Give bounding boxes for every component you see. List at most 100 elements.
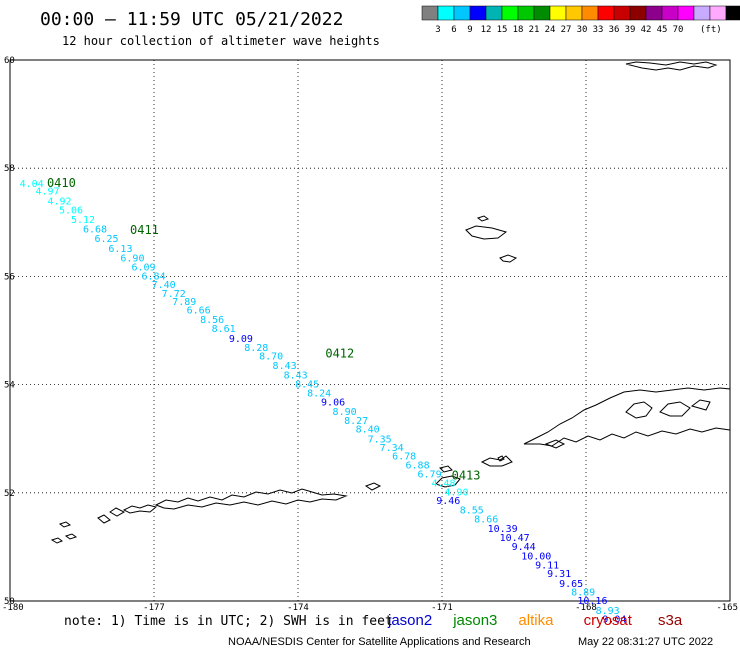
color-legend-labels: 3 6 9 12 15 18 21 24 27 30 33 36 39 42 45 70 (ft) [435,25,721,35]
satellite-name: cryosat [584,612,633,629]
swh-value: 7.40 [152,280,176,291]
legend-label: 70 [673,25,684,35]
swh-value: 8.55 [460,505,484,516]
legend-label: 45 [657,25,668,35]
legend-label: 21 [529,25,540,35]
swh-value: 9.46 [436,496,460,507]
legend-label: 27 [561,25,572,35]
legend-label: 12 [481,25,492,35]
swh-value: 10.47 [500,533,530,544]
legend-label: 36 [609,25,620,35]
swh-value: 8.43 [284,371,308,382]
legend-label: 9 [467,25,472,35]
track-label: 0413 [452,468,481,482]
swh-value: 9.31 [547,569,571,580]
swh-value: 6.88 [406,460,430,471]
swh-value: 6.78 [392,451,416,462]
longitude-label: -165 [716,603,738,613]
legend-label: 6 [451,25,456,35]
longitude-label: -180 [2,603,24,613]
swh-value: 9.65 [559,579,583,590]
swh-value: 8.27 [344,416,368,427]
satellite-name: jason2 [387,612,432,629]
satellite-legend: jason2 jason3 altika cryosat s3a [387,612,683,629]
swh-value: 6.13 [108,244,132,255]
swh-values: 4.044.974.925.065.126.686.256.136.906.09… [20,179,627,626]
legend-label: 33 [593,25,604,35]
legend-swatch [501,5,519,21]
legend-swatch [581,5,599,21]
longitude-label: -177 [143,603,165,613]
legend-swatch [661,5,679,21]
legend-swatch [485,5,503,21]
satellite-name: s3a [658,612,683,629]
longitude-labels: -180 -177 -174 -171 -168 -165 [2,603,738,613]
legend-swatch [421,5,439,21]
legend-label: 42 [641,25,652,35]
longitude-label: -171 [431,603,453,613]
swh-value: 10.39 [488,524,518,535]
legend-swatch [565,5,583,21]
swh-value: 4.48 [431,478,455,489]
swh-value: 6.90 [120,253,144,264]
swh-value: 8.45 [295,379,319,390]
latitude-label: 56 [4,272,15,282]
legend-swatch [613,5,631,21]
legend-label: 30 [577,25,588,35]
legend-swatch [677,5,695,21]
legend-label: 24 [545,25,556,35]
track-label: 0411 [130,223,159,237]
latitude-label: 50 [4,597,15,607]
swh-value: 10.00 [521,551,551,562]
swh-value: 8.90 [333,407,357,418]
track-label: 0412 [325,347,354,361]
legend-swatch [693,5,711,21]
swh-value: 5.12 [71,215,95,226]
map-title: 00:00 – 11:59 UTC 05/21/2022 [40,9,343,30]
swh-value: 8.70 [259,352,283,363]
swh-value: 6.66 [187,306,211,317]
coastline [50,61,731,544]
swh-value: 6.25 [94,234,118,245]
swh-value: 8.61 [212,324,236,335]
latitude-label: 54 [4,381,15,391]
swh-value: 8.89 [571,588,595,599]
latitude-label: 58 [4,164,15,174]
swh-value: 9.06 [321,398,345,409]
swh-value: 7.35 [368,434,392,445]
legend-swatch [453,5,471,21]
swh-value: 8.28 [244,343,268,354]
swh-value: 8.40 [356,425,380,436]
swh-value: 6.84 [142,272,166,283]
track-label: 0410 [47,176,76,190]
swh-value: 9.11 [535,561,559,572]
swh-value: 9.04 [602,615,626,626]
legend-swatch [597,5,615,21]
swh-value: 7.34 [380,443,404,454]
legend-label: 39 [625,25,636,35]
map-frame [9,59,731,602]
latitude-label: 60 [4,56,15,66]
swh-value: 6.68 [83,225,107,236]
swh-value: 8.24 [307,389,331,400]
legend-swatch [549,5,567,21]
swh-value: 4.04 [20,179,44,190]
swh-value: 5.06 [59,206,83,217]
satellite-name: altika [518,612,554,629]
swh-value: 9.44 [512,542,536,553]
legend-swatch [725,5,740,21]
swh-value: 8.93 [596,606,620,617]
longitude-label: -174 [287,603,309,613]
swh-value: 8.56 [200,315,224,326]
swh-value: 6.09 [131,262,155,273]
legend-swatch [709,5,727,21]
swh-value: 4.97 [35,187,59,198]
satellite-name: jason3 [452,612,497,629]
footer-note: note: 1) Time is in UTC; 2) SWH is in fe… [64,614,393,629]
longitude-label: -168 [575,603,597,613]
latitude-labels: 60 58 56 54 52 50 [4,56,15,607]
legend-swatch [533,5,551,21]
swh-value: 10.16 [577,596,607,607]
legend-swatch [517,5,535,21]
